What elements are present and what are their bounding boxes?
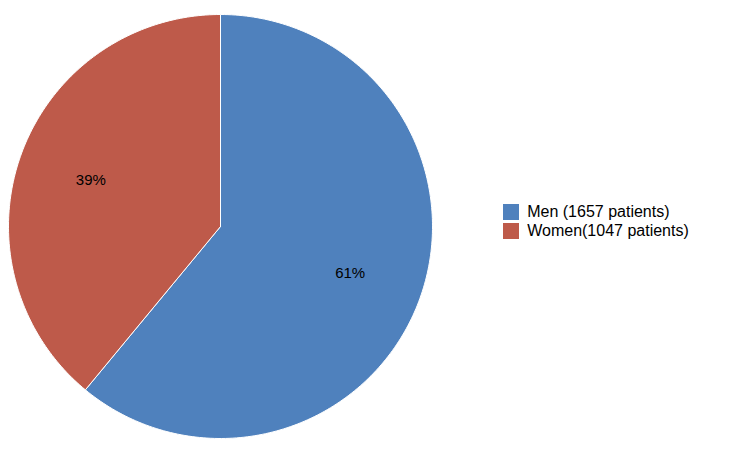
html-text:Men (1657 patients): Men (1657 patients)	[527, 202, 670, 220]
html-text:Women(1047 patients): Women(1047 patients)	[527, 221, 689, 239]
svg-text:39%: 39%	[76, 170, 106, 187]
svg-text:61%: 61%	[335, 263, 365, 280]
